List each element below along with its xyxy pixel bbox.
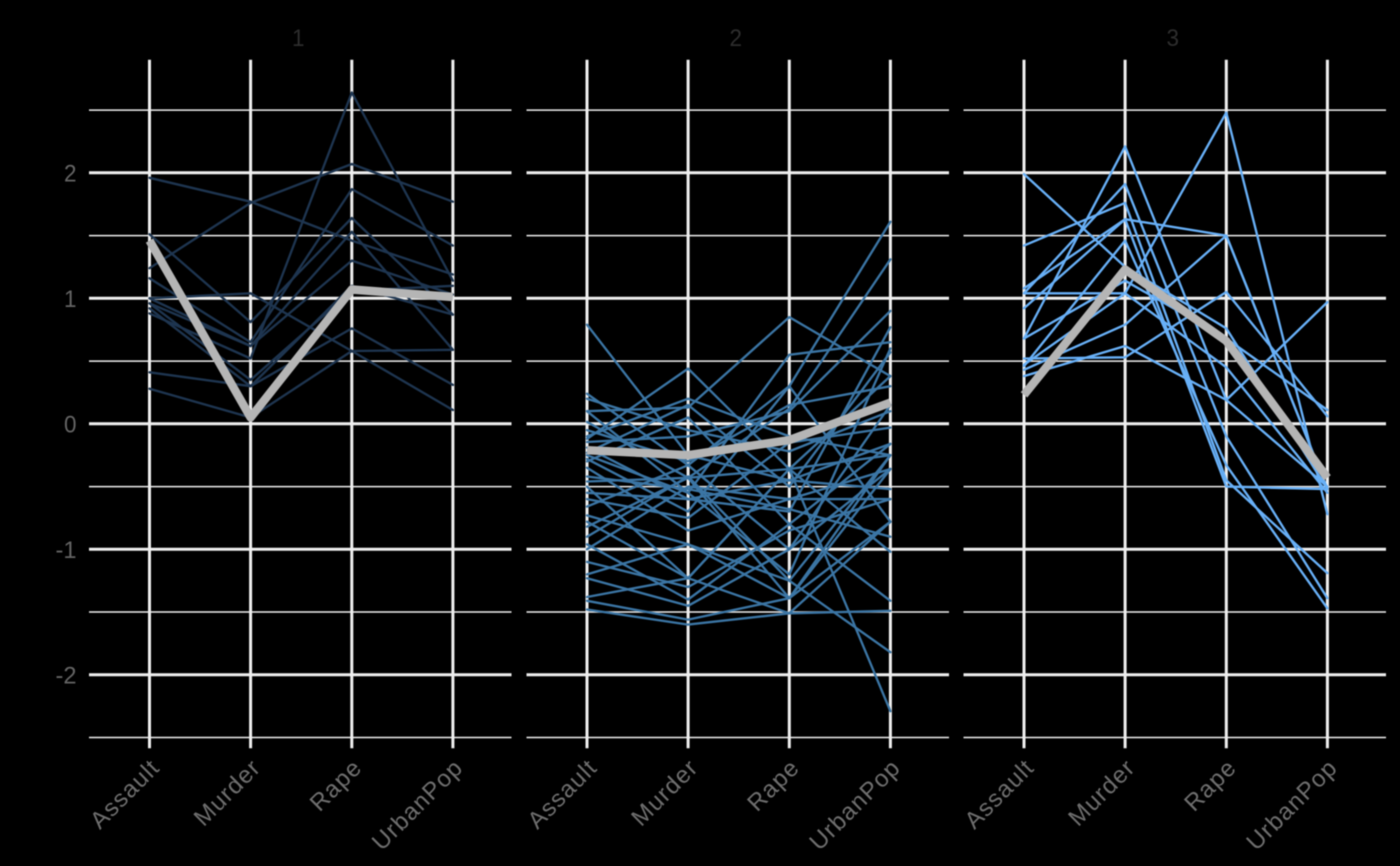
svg-text:-1: -1 — [56, 537, 77, 564]
svg-text:-2: -2 — [56, 662, 77, 689]
svg-text:1: 1 — [64, 286, 77, 313]
svg-text:1: 1 — [292, 25, 305, 52]
svg-text:0: 0 — [64, 411, 77, 438]
svg-text:2: 2 — [64, 160, 77, 187]
svg-text:3: 3 — [1167, 25, 1180, 52]
svg-text:2: 2 — [730, 25, 743, 52]
